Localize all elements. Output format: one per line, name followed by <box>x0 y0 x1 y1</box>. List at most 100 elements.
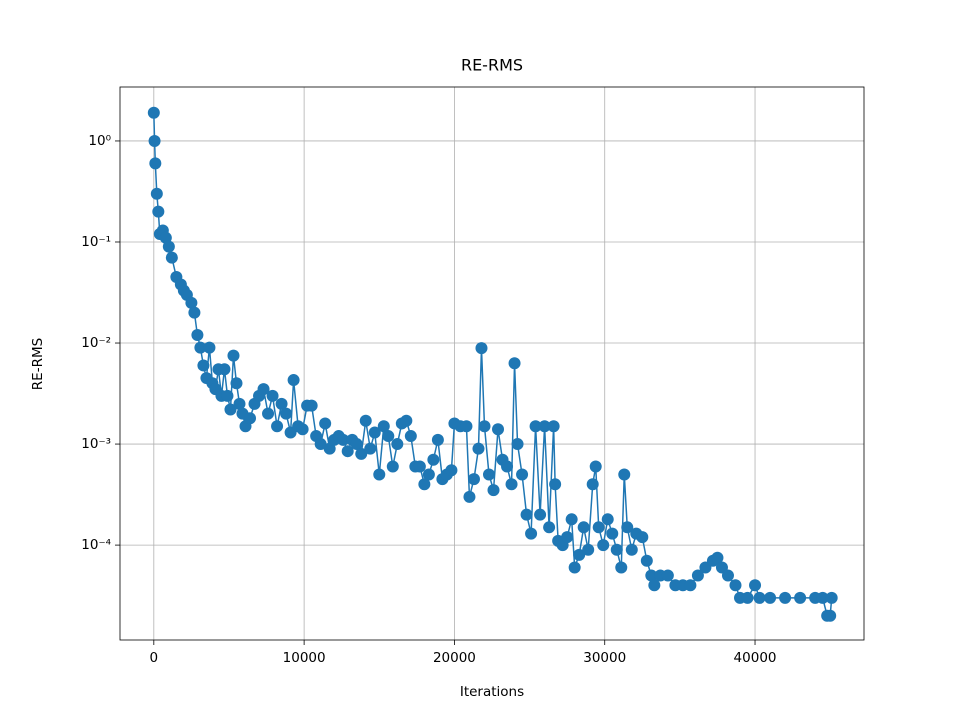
data-point <box>561 531 574 544</box>
data-point <box>413 460 426 473</box>
data-point <box>549 478 562 491</box>
data-point <box>573 548 586 561</box>
data-point <box>368 426 381 439</box>
data-point <box>492 423 505 436</box>
data-point <box>645 569 658 582</box>
data-point <box>816 591 829 604</box>
data-point <box>188 306 201 319</box>
data-point <box>729 579 742 592</box>
x-tick-label: 20000 <box>433 650 476 666</box>
data-point <box>606 527 619 540</box>
data-point <box>825 591 838 604</box>
data-point <box>794 591 807 604</box>
data-point <box>280 407 293 420</box>
data-point <box>296 423 309 436</box>
data-point <box>610 543 623 556</box>
data-point <box>592 521 605 534</box>
data-point <box>341 445 354 458</box>
y-tick-label: 10⁻¹ <box>81 234 111 250</box>
data-point <box>391 438 404 451</box>
data-point <box>547 420 560 433</box>
data-point <box>422 468 435 481</box>
data-point <box>218 363 231 376</box>
data-point <box>460 420 473 433</box>
data-point <box>543 521 556 534</box>
data-point <box>501 460 514 473</box>
data-point <box>505 478 518 491</box>
y-tick-label: 10⁻⁴ <box>81 537 111 553</box>
data-point <box>271 420 284 433</box>
data-point <box>233 397 246 410</box>
data-point <box>287 374 300 387</box>
data-point <box>230 377 243 390</box>
data-point <box>364 442 377 455</box>
data-point <box>621 521 634 534</box>
plot-area <box>120 87 864 640</box>
data-point <box>618 468 631 481</box>
data-point <box>749 579 762 592</box>
data-point <box>355 447 368 460</box>
data-point <box>400 414 413 427</box>
axes-frame <box>119 86 865 641</box>
y-tick-label: 10⁻³ <box>81 436 111 452</box>
chart-title: RE-RMS <box>461 56 523 75</box>
data-point <box>589 460 602 473</box>
data-point <box>684 579 697 592</box>
data-point <box>463 490 476 503</box>
data-point <box>262 407 275 420</box>
data-point <box>711 551 724 564</box>
data-point <box>661 569 674 582</box>
data-point <box>147 106 160 119</box>
data-point <box>487 484 500 497</box>
data-point <box>467 473 480 486</box>
data-point <box>582 543 595 556</box>
x-tick-label: 0 <box>150 650 159 666</box>
data-point <box>648 579 661 592</box>
data-point <box>148 134 161 147</box>
data-point <box>445 464 458 477</box>
data-point <box>149 157 162 170</box>
data-point <box>194 341 207 354</box>
data-point <box>191 329 204 342</box>
data-point <box>266 389 279 402</box>
data-point <box>721 569 734 582</box>
data-point <box>764 591 777 604</box>
y-axis-label: RE-RMS <box>30 338 46 390</box>
data-point <box>779 591 792 604</box>
data-point <box>152 205 165 218</box>
data-point <box>257 383 270 396</box>
data-point <box>221 389 234 402</box>
data-point <box>427 453 440 466</box>
data-point <box>185 296 198 309</box>
data-point <box>640 554 653 567</box>
data-point <box>224 403 237 416</box>
data-point <box>244 412 257 425</box>
data-point <box>197 359 210 372</box>
x-tick-label: 40000 <box>734 650 777 666</box>
data-point <box>475 342 488 355</box>
data-point <box>586 478 599 491</box>
data-point <box>482 468 495 481</box>
data-point <box>625 543 638 556</box>
data-point <box>314 438 327 451</box>
data-point <box>275 397 288 410</box>
data-point <box>418 478 431 491</box>
data-point <box>538 420 551 433</box>
data-point <box>404 430 417 443</box>
data-point <box>508 357 521 370</box>
data-point <box>529 420 542 433</box>
data-point <box>597 539 610 552</box>
y-tick-label: 10⁻² <box>81 335 111 351</box>
data-point <box>386 460 399 473</box>
data-point <box>601 513 614 526</box>
data-point <box>741 591 754 604</box>
data-point <box>511 438 524 451</box>
data-point <box>382 430 395 443</box>
data-point <box>824 609 837 622</box>
data-point <box>319 417 332 430</box>
data-point <box>203 341 216 354</box>
x-tick-label: 30000 <box>583 650 626 666</box>
data-point <box>534 508 547 521</box>
